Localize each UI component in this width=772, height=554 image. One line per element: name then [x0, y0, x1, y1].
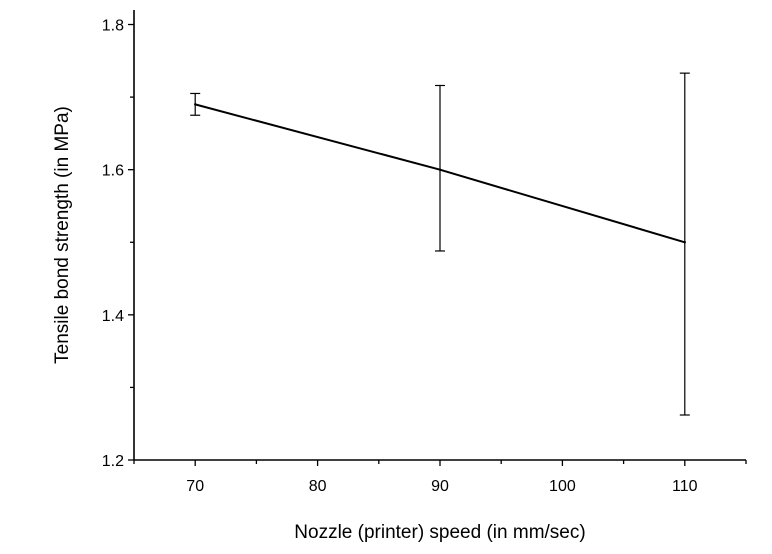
data-point	[438, 168, 442, 171]
error-bar	[679, 72, 690, 416]
x-tick-label: 110	[672, 478, 698, 495]
y-tick-label: 1.2	[102, 453, 124, 470]
y-ticks: 1.2 1.4 1.6 1.8	[102, 18, 134, 470]
x-tick-label: 100	[549, 478, 576, 495]
x-axis-title: Nozzle (printer) speed (in mm/sec)	[294, 522, 585, 543]
y-tick-label: 1.4	[102, 308, 124, 325]
x-tick-label: 90	[431, 478, 449, 495]
series-layer	[190, 72, 690, 416]
x-ticks: 70 80 90 100 110	[133, 460, 747, 495]
x-tick-label: 70	[186, 478, 204, 495]
data-point	[683, 241, 686, 244]
x-tick-label: 80	[309, 478, 327, 495]
y-tick-label: 1.8	[102, 18, 124, 35]
data-point	[194, 103, 197, 106]
y-tick-label: 1.6	[102, 163, 124, 180]
y-axis-title: Tensile bond strength (in MPa)	[52, 106, 73, 364]
error-bar	[435, 84, 445, 252]
